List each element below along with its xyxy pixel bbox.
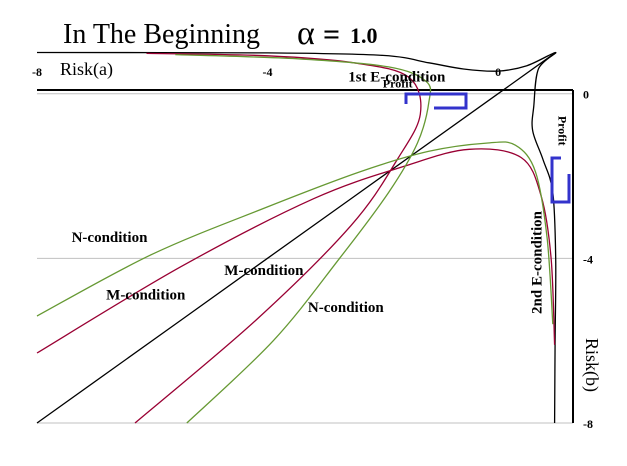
annotation-label: 1st E-condition	[348, 69, 446, 85]
profit-box-right	[550, 156, 571, 204]
annotation-label: Profit	[556, 116, 570, 146]
annotation-label: Profit	[383, 77, 413, 91]
x-tick-label: -4	[263, 65, 273, 79]
profit-boxes	[404, 92, 571, 204]
series-line-black-1	[36, 51, 557, 424]
series-line-red-2	[36, 148, 556, 354]
annotation-label: M-condition	[106, 288, 186, 304]
series-lines	[36, 51, 557, 424]
x-tick-label: 0	[495, 65, 501, 79]
annotation-label: 2nd E-condition	[529, 210, 545, 314]
y-tick-label: -4	[583, 252, 593, 266]
equals-sign: =	[323, 18, 340, 51]
alpha-value: 1.0	[350, 23, 378, 48]
series-line-red-3	[134, 52, 422, 424]
alpha-symbol: α	[297, 15, 315, 52]
gridlines	[37, 93, 573, 424]
annotation-label: N-condition	[308, 300, 385, 316]
series-line-black-0	[36, 51, 557, 424]
series-line-green-4	[36, 141, 554, 325]
x-tick-label: -8	[32, 65, 42, 79]
profit-box-top	[404, 92, 468, 110]
y-tick-label: -8	[583, 417, 593, 431]
axes: Risk(a) Risk(b) -8 -4 0 0 -4 -8	[32, 59, 602, 431]
x-axis-label: Risk(a)	[60, 59, 113, 80]
chart-title: In The Beginning α = 1.0	[63, 15, 378, 52]
annotation-label: N-condition	[72, 230, 149, 246]
y-tick-label: 0	[583, 88, 589, 102]
title-text: In The Beginning	[63, 19, 260, 50]
series-line-green-5	[175, 53, 432, 424]
annotations: 1st E-condition 2nd E-condition Profit Prof…	[72, 69, 570, 316]
annotation-label: M-condition	[224, 263, 304, 279]
y-axis-label: Risk(b)	[581, 338, 602, 392]
